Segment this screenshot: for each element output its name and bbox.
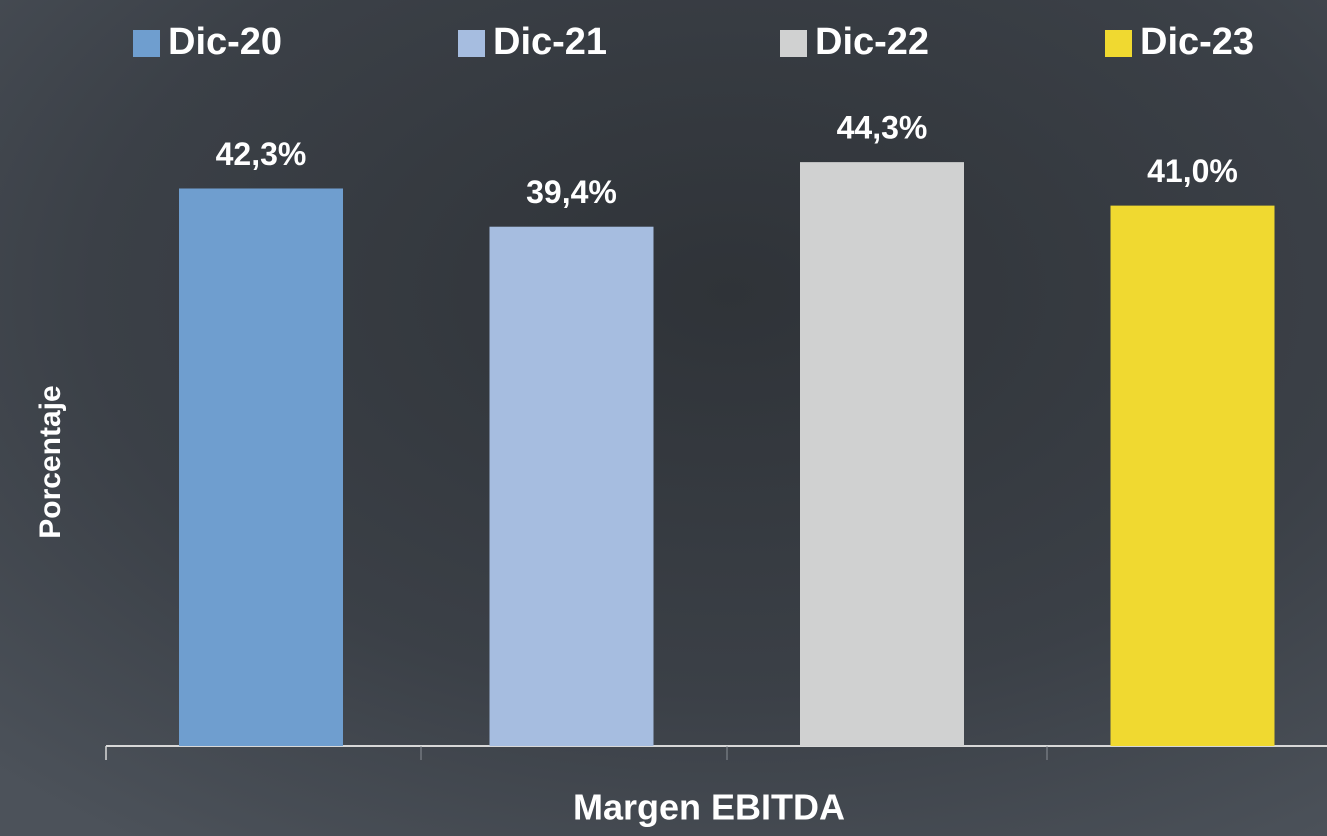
category-label: Margen EBITDA (573, 787, 845, 828)
legend-swatch (133, 30, 160, 57)
bar (489, 226, 654, 746)
bar (800, 162, 964, 747)
legend-swatch (780, 30, 807, 57)
legend-swatch (458, 30, 485, 57)
value-label: 39,4% (526, 174, 617, 210)
bar (1110, 205, 1275, 746)
bar (179, 188, 343, 747)
legend-label: Dic-22 (815, 21, 929, 63)
value-label: 44,3% (837, 110, 928, 146)
legend-label: Dic-20 (168, 21, 282, 63)
value-label: 42,3% (216, 136, 307, 172)
legend-label: Dic-21 (493, 21, 607, 63)
legend-label: Dic-23 (1140, 21, 1254, 63)
legend-swatch (1105, 30, 1132, 57)
y-axis-label: Porcentaje (34, 385, 67, 538)
value-label: 41,0% (1147, 153, 1238, 189)
